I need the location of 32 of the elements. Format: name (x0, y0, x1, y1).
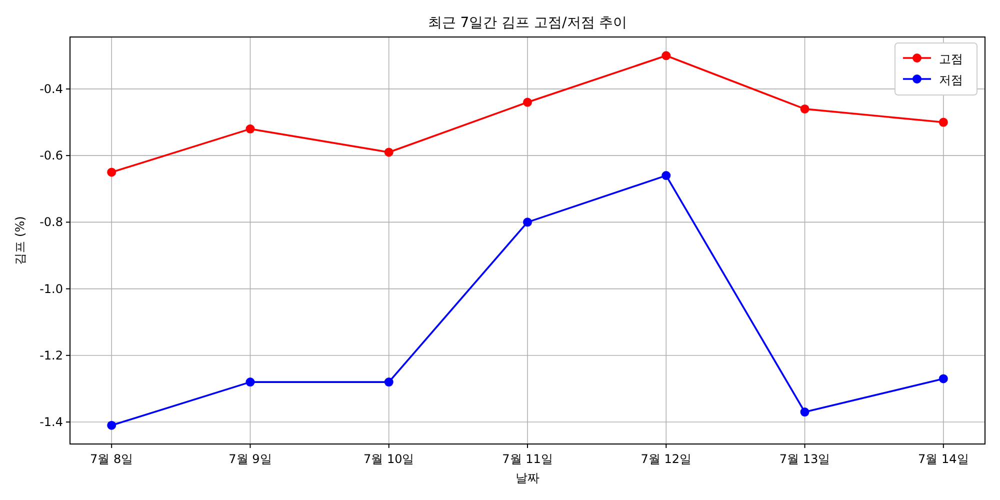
x-tick-label: 7월 11일 (502, 452, 553, 466)
point (384, 378, 394, 387)
point (523, 218, 532, 227)
y-tick-label: -1.4 (40, 415, 63, 430)
y-tick-label: -0.8 (40, 215, 63, 230)
point (523, 98, 532, 107)
legend-label: 저점 (939, 73, 963, 87)
point (107, 168, 116, 177)
x-tick-label: 7월 9일 (228, 452, 272, 466)
point (938, 374, 948, 384)
x-axis-title: 날짜 (516, 471, 540, 485)
point (800, 408, 810, 417)
y-tick-label: -0.4 (40, 82, 63, 96)
point (107, 420, 116, 430)
point (938, 118, 948, 127)
y-tick-label: -1.0 (40, 282, 63, 296)
chart-title: 최근 7일간 김프 고점/저점 추이 (428, 15, 628, 31)
y-axis-title: 김프 (%) (13, 216, 27, 265)
point (246, 378, 255, 387)
x-tick-label: 7월 12일 (640, 452, 692, 466)
x-tick-label: 7월 10일 (364, 452, 414, 466)
legend-label: 고점 (939, 52, 963, 66)
point (662, 171, 671, 180)
y-tick-label: -1.2 (40, 348, 63, 362)
point (384, 148, 394, 157)
x-tick-label: 7월 8일 (90, 452, 134, 466)
point (246, 124, 255, 134)
x-tick-label: 7월 14일 (918, 452, 969, 466)
point (800, 104, 810, 114)
y-tick-label: -0.6 (40, 148, 63, 163)
point (662, 51, 671, 60)
x-tick-label: 7월 13일 (779, 452, 830, 466)
